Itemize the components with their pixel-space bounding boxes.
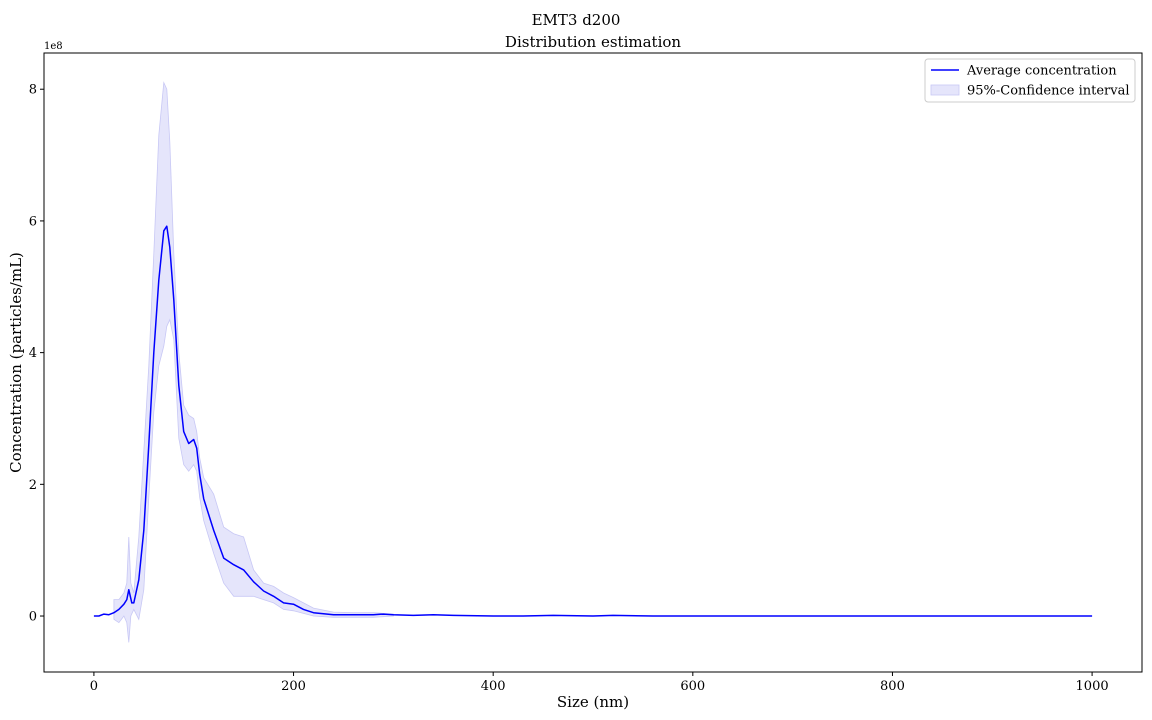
legend-box bbox=[924, 58, 1136, 103]
plot-frame bbox=[43, 52, 1143, 673]
chart-suptitle: EMT3 d200 bbox=[531, 11, 621, 29]
x-tick-label: 400 bbox=[481, 679, 506, 694]
average-line-layer bbox=[93, 225, 1093, 617]
x-tick-label: 0 bbox=[90, 679, 98, 694]
y-tick-label: 2 bbox=[29, 478, 37, 493]
y-tick-label: 4 bbox=[29, 346, 37, 361]
y-axis-offset-label: 1e8 bbox=[44, 41, 63, 52]
confidence-band-layer bbox=[113, 81, 394, 643]
y-tick-label: 6 bbox=[29, 214, 37, 229]
x-tick-label: 800 bbox=[880, 679, 905, 694]
chart-title: Distribution estimation bbox=[504, 33, 682, 51]
y-axis-label: Concentration (particles/mL) bbox=[7, 252, 25, 473]
x-axis-label: Size (nm) bbox=[557, 693, 629, 711]
x-axis-ticks: 0 200 400 600 800 1000 bbox=[90, 672, 1109, 694]
confidence-band bbox=[113, 81, 394, 643]
y-axis-ticks: 0 2 4 6 8 bbox=[29, 83, 44, 625]
x-tick-label: 200 bbox=[281, 679, 306, 694]
legend: Average concentration 95%-Confidence int… bbox=[924, 58, 1136, 103]
x-tick-label: 600 bbox=[680, 679, 705, 694]
x-tick-label: 1000 bbox=[1076, 679, 1109, 694]
legend-label-confidence: 95%-Confidence interval bbox=[967, 84, 1130, 99]
legend-band-swatch bbox=[930, 84, 960, 96]
average-concentration-line bbox=[93, 225, 1093, 617]
y-tick-label: 8 bbox=[29, 83, 37, 98]
legend-label-average: Average concentration bbox=[966, 64, 1117, 79]
y-tick-label: 0 bbox=[29, 610, 37, 625]
